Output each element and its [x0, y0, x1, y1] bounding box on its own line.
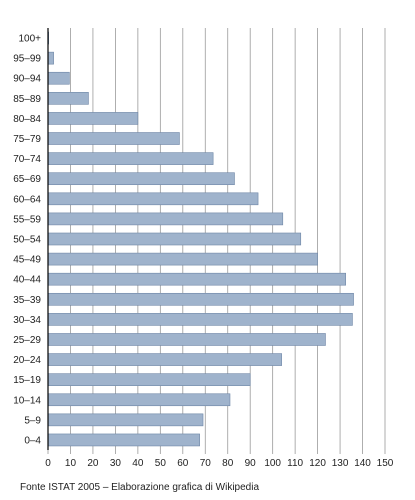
y-axis-labels: 100+ 95–99 90–94 85–89 80–84 75–79 70–74 65–69 6…	[13, 34, 41, 447]
bar-55–59	[47, 212, 284, 226]
y-tick-label: 65–69	[13, 174, 41, 185]
bar-90–94	[47, 71, 70, 85]
x-tick-label: 130	[332, 458, 349, 469]
source-note: Fonte ISTAT 2005 – Elaborazione grafica …	[20, 482, 260, 493]
bar-70–74	[47, 152, 214, 165]
y-tick-label: 80–84	[13, 114, 41, 125]
bar-75–79	[47, 132, 180, 145]
x-tick-label: 140	[354, 458, 371, 469]
x-tick-label: 100	[264, 458, 281, 469]
y-tick-label: 45–49	[13, 255, 41, 266]
bar-20–24	[47, 353, 282, 366]
bar-0–4	[47, 433, 200, 447]
x-tick-label: 10	[65, 458, 77, 469]
y-tick-label: 50–54	[13, 235, 41, 246]
y-tick-label: 0–4	[24, 435, 41, 446]
bar-65–69	[47, 172, 235, 186]
x-tick-label: 70	[200, 458, 212, 469]
x-tick-label: 150	[377, 458, 394, 469]
y-tick-label: 100+	[18, 34, 41, 45]
x-tick-label: 90	[245, 458, 257, 469]
y-tick-label: 20–24	[13, 355, 41, 366]
y-tick-label: 60–64	[13, 194, 41, 205]
y-tick-label: 85–89	[13, 94, 41, 105]
y-tick-label: 10–14	[13, 395, 41, 406]
y-tick-label: 5–9	[24, 415, 41, 426]
bar-80–84	[47, 112, 139, 125]
x-tick-label: 110	[287, 458, 303, 469]
x-tick-label: 60	[177, 458, 189, 469]
y-tick-label: 15–19	[13, 375, 41, 386]
bar-60–64	[47, 192, 259, 206]
y-tick-label: 95–99	[13, 54, 41, 65]
bar-10–14	[47, 393, 231, 407]
x-tick-label: 20	[87, 458, 99, 469]
y-tick-label: 40–44	[13, 275, 41, 286]
x-tick-label: 80	[222, 458, 234, 469]
bar-30–34	[47, 313, 353, 326]
bar-35–39	[47, 292, 354, 306]
y-tick-label: 25–29	[13, 335, 41, 346]
x-tick-label: 0	[45, 458, 51, 469]
y-tick-label: 90–94	[13, 74, 41, 85]
bars	[47, 31, 354, 447]
bar-95–99	[47, 51, 54, 65]
y-tick-label: 70–74	[13, 154, 41, 165]
y-tick-label: 55–59	[13, 214, 41, 225]
bar-15–19	[47, 373, 251, 386]
bar-40–44	[47, 272, 346, 286]
bar-85–89	[47, 92, 89, 105]
x-tick-label: 40	[132, 458, 144, 469]
y-tick-label: 30–34	[13, 315, 41, 326]
bar-50–54	[47, 232, 302, 246]
x-axis-labels: 0 10 20 30 40 50 60 70 80 90 100 110 120 130 140 150	[45, 458, 394, 469]
bar-25–29	[47, 333, 326, 346]
x-tick-label: 50	[155, 458, 167, 469]
x-tick-label: 30	[110, 458, 122, 469]
bar-45–49	[47, 252, 318, 266]
y-tick-label: 35–39	[13, 295, 41, 306]
y-tick-label: 75–79	[13, 134, 41, 145]
bar-5–9	[47, 413, 204, 427]
x-tick-label: 120	[309, 458, 326, 469]
